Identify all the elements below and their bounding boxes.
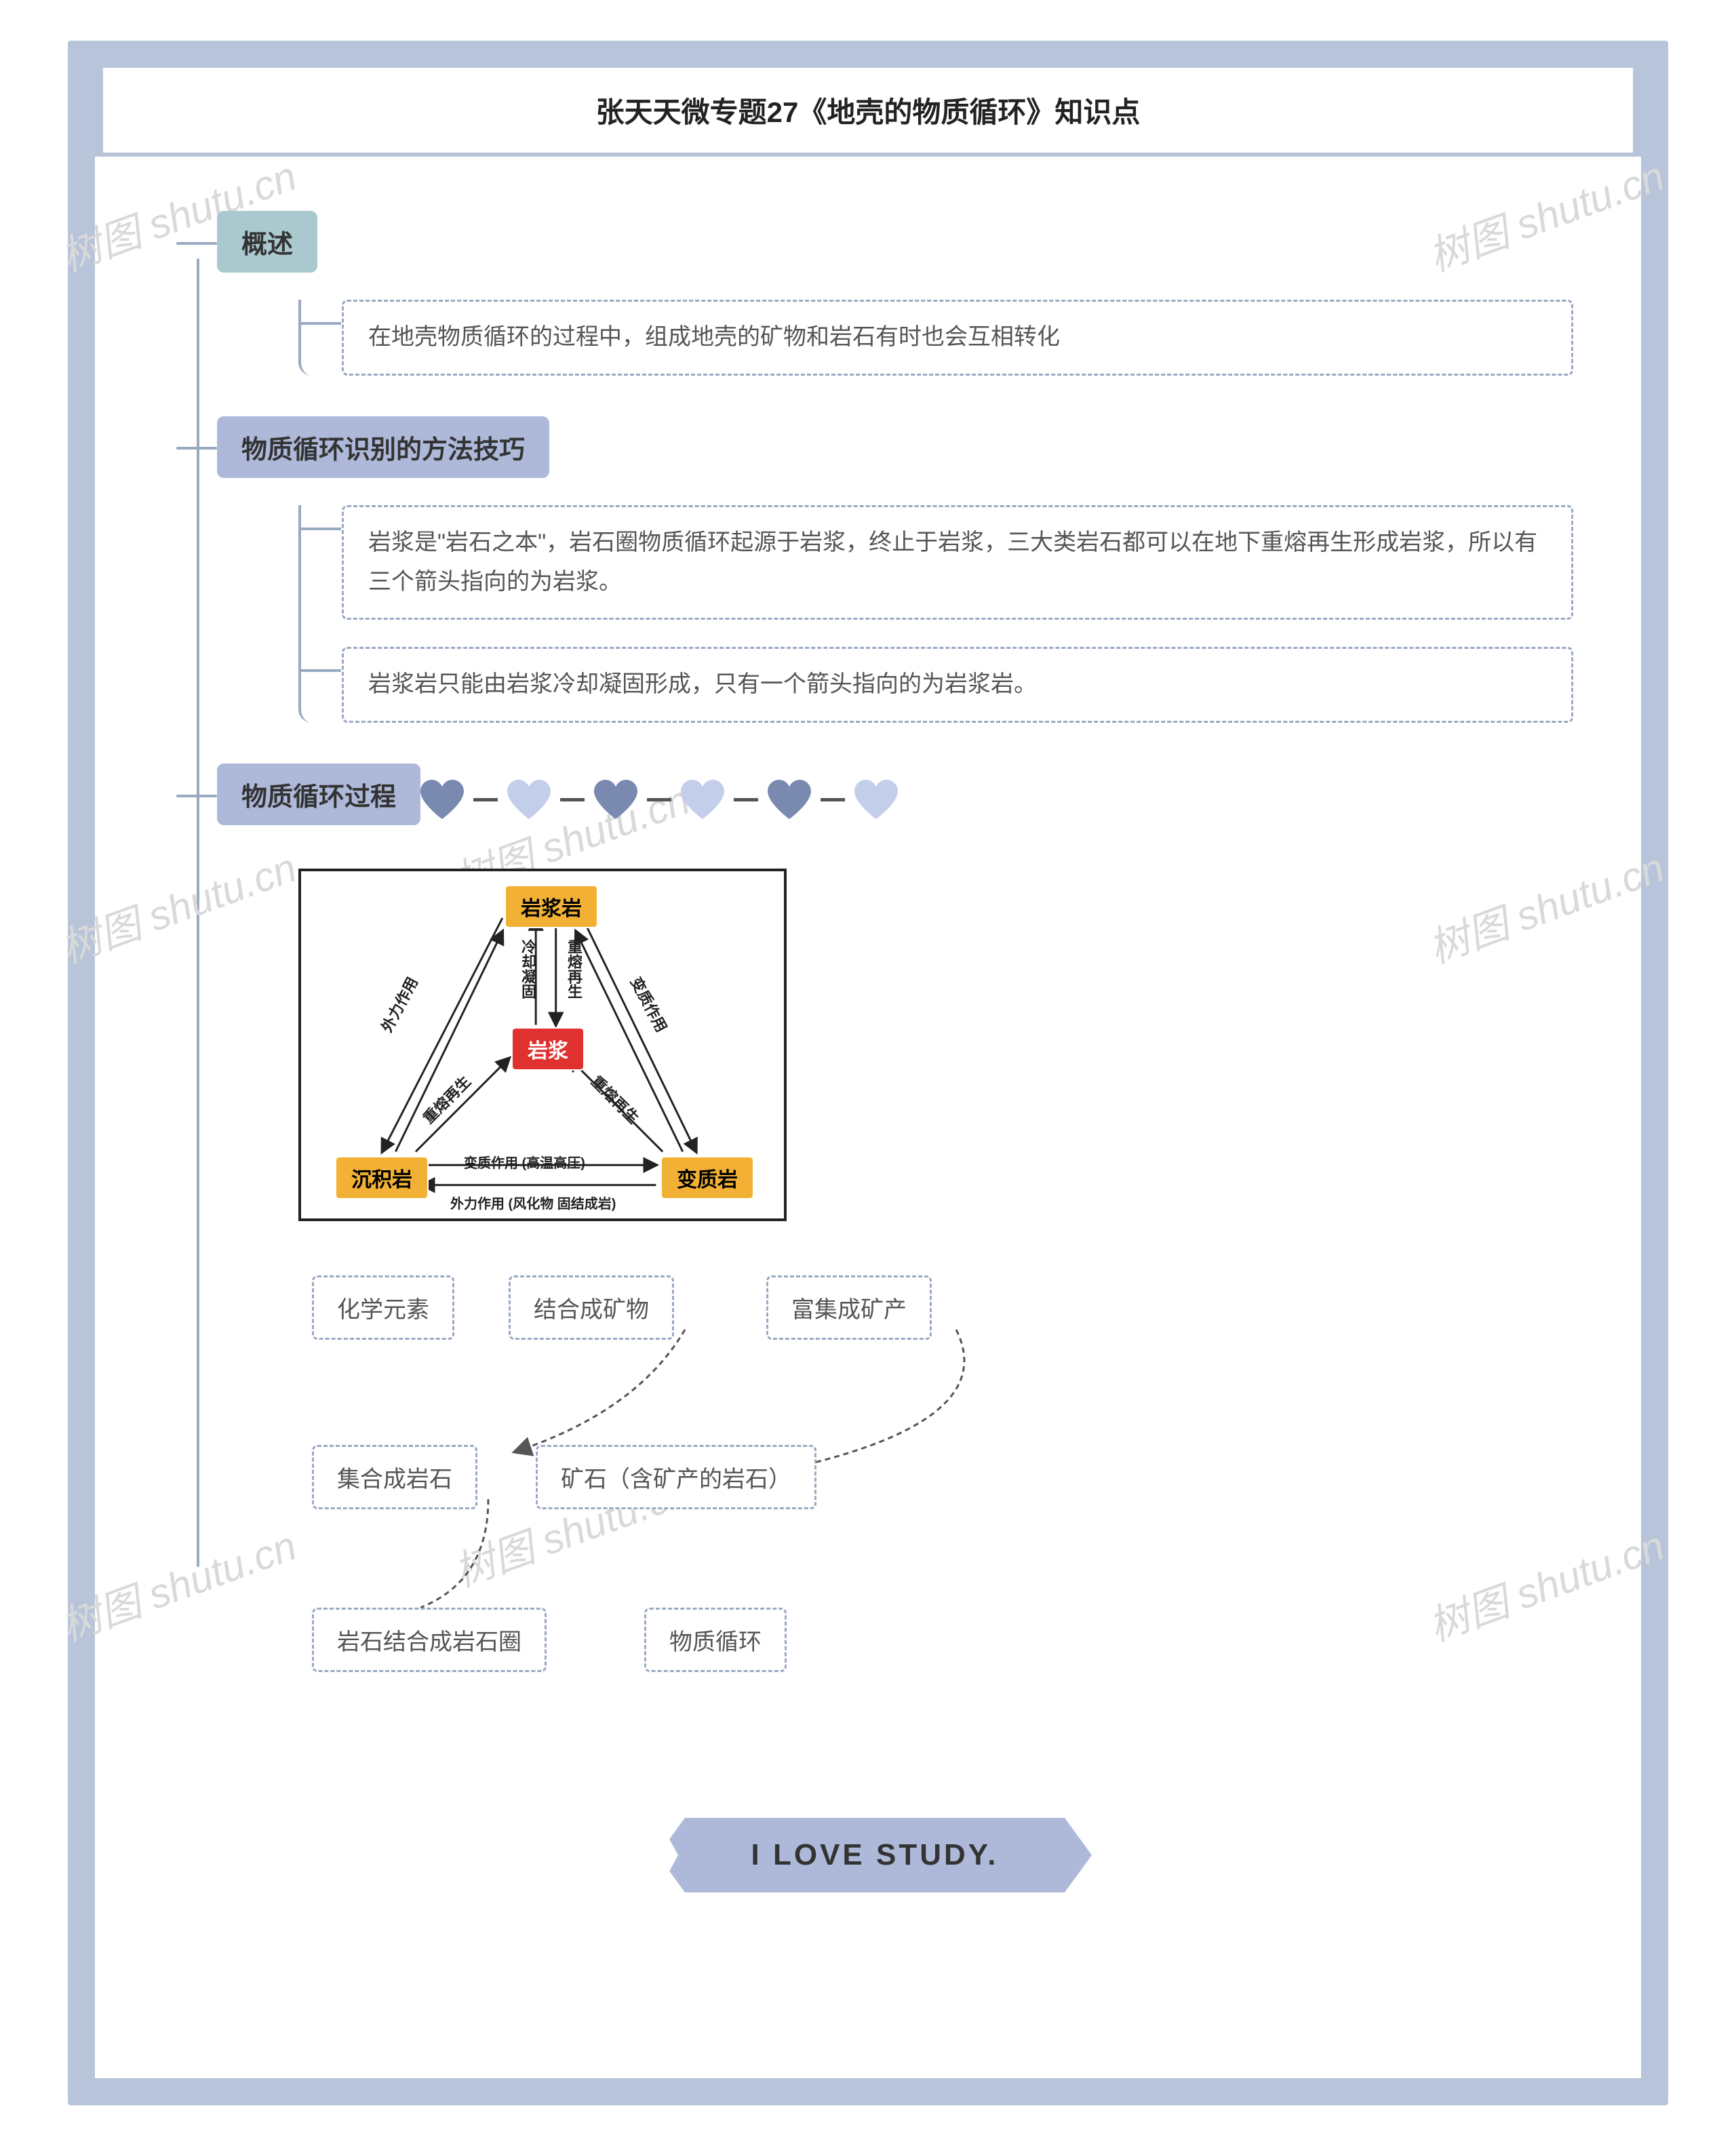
heart-connector bbox=[734, 798, 758, 801]
page-title: 张天天微专题27《地壳的物质循环》知识点 bbox=[95, 68, 1641, 157]
flow-ore: 矿石（含矿产的岩石） bbox=[536, 1445, 816, 1509]
section-overview: 概述 在地壳物质循环的过程中，组成地壳的矿物和岩石有时也会互相转化 bbox=[176, 211, 1573, 376]
edge-label: 冷却凝固 bbox=[517, 939, 538, 999]
node-sedimentary-rock: 沉积岩 bbox=[335, 1156, 429, 1199]
banner: I LOVE STUDY. bbox=[685, 1818, 1065, 1892]
heart-icon bbox=[507, 778, 551, 821]
banner-text: I LOVE STUDY. bbox=[751, 1838, 999, 1872]
section-process: 物质循环过程 bbox=[176, 763, 1573, 1892]
heart-connector bbox=[473, 798, 498, 801]
flow-element: 化学元素 bbox=[312, 1275, 454, 1340]
section-head-method: 物质循环识别的方法技巧 bbox=[217, 416, 549, 478]
flow-mineral: 结合成矿物 bbox=[509, 1275, 674, 1340]
heart-icon bbox=[594, 778, 637, 821]
outer-frame: 张天天微专题27《地壳的物质循环》知识点 树图 shutu.cn 树图 shut… bbox=[68, 41, 1668, 2105]
flow-ore-deposit: 富集成矿产 bbox=[766, 1275, 932, 1340]
edge-label: 重熔再生 bbox=[563, 939, 585, 999]
heart-icon bbox=[854, 778, 898, 821]
method-box-2: 岩浆岩只能由岩浆冷却凝固形成，只有一个箭头指向的为岩浆岩。 bbox=[342, 647, 1573, 723]
heart-icon bbox=[681, 778, 724, 821]
node-igneous-rock: 岩浆岩 bbox=[505, 885, 598, 928]
heart-connector bbox=[821, 798, 845, 801]
rock-cycle-diagram: 岩浆岩 岩浆 沉积岩 变质岩 冷却凝固 重熔再生 外力作用 变质作用 重熔再生 … bbox=[298, 869, 787, 1221]
node-metamorphic-rock: 变质岩 bbox=[660, 1156, 754, 1199]
flow-cycle: 物质循环 bbox=[644, 1608, 787, 1672]
heart-icon bbox=[768, 778, 811, 821]
node-magma: 岩浆 bbox=[511, 1027, 585, 1071]
edge-label: 外力作用 (风化物 固结成岩) bbox=[450, 1193, 616, 1212]
material-flow-diagram: 化学元素 结合成矿物 富集成矿产 集合成岩石 矿石（含矿产的岩石） 岩石结合成岩… bbox=[298, 1262, 1573, 1736]
flow-rock: 集合成岩石 bbox=[312, 1445, 477, 1509]
hearts-decoration bbox=[420, 778, 1573, 821]
edge-label: 变质作用 (高温高压) bbox=[464, 1152, 585, 1172]
heart-icon bbox=[420, 778, 464, 821]
content-area: 树图 shutu.cn 树图 shutu.cn 树图 shutu.cn 树图 s… bbox=[95, 157, 1641, 1974]
flow-lithosphere: 岩石结合成岩石圈 bbox=[312, 1608, 547, 1672]
overview-box: 在地壳物质循环的过程中，组成地壳的矿物和岩石有时也会互相转化 bbox=[342, 300, 1573, 376]
section-head-overview: 概述 bbox=[217, 211, 317, 273]
section-head-process: 物质循环过程 bbox=[217, 763, 420, 825]
heart-connector bbox=[647, 798, 671, 801]
inner-panel: 张天天微专题27《地壳的物质循环》知识点 树图 shutu.cn 树图 shut… bbox=[95, 68, 1641, 2078]
section-method: 物质循环识别的方法技巧 岩浆是"岩石之本"，岩石圈物质循环起源于岩浆，终止于岩浆… bbox=[176, 416, 1573, 723]
method-box-1: 岩浆是"岩石之本"，岩石圈物质循环起源于岩浆，终止于岩浆，三大类岩石都可以在地下… bbox=[342, 505, 1573, 620]
heart-connector bbox=[560, 798, 585, 801]
